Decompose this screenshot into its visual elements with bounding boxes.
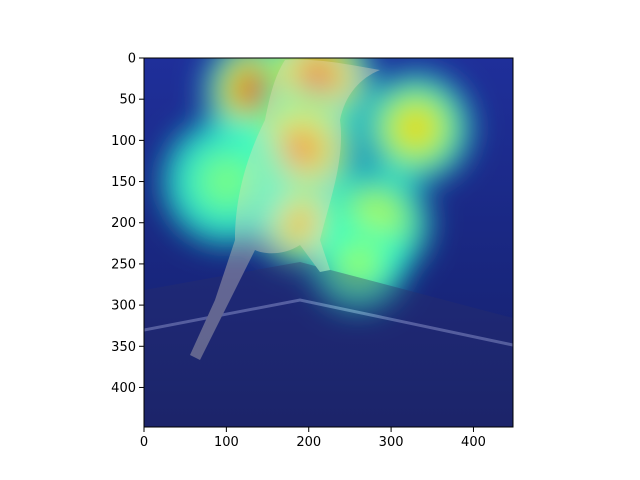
- x-tick-label: 100: [214, 435, 239, 450]
- y-tick-label: 150: [111, 175, 136, 190]
- y-tick-label: 50: [119, 93, 136, 108]
- y-tick-label: 200: [111, 216, 136, 231]
- heatmap-ring: [307, 68, 327, 89]
- y-axis: 0 50 100 150 200 250 300 350 400: [111, 52, 144, 396]
- plot-area: [144, 58, 513, 427]
- y-tick-label: 400: [111, 381, 136, 396]
- y-tick-label: 300: [111, 299, 136, 314]
- board-silhouette: [144, 262, 513, 427]
- x-tick-label: 0: [140, 435, 148, 450]
- heatmap-ring: [290, 138, 311, 159]
- y-tick-label: 100: [111, 134, 136, 149]
- heatmap-ring: [349, 255, 367, 273]
- x-tick-label: 300: [379, 435, 404, 450]
- heatmap-ring: [292, 215, 309, 231]
- photo-overlay: [144, 59, 513, 427]
- y-tick-label: 250: [111, 257, 136, 272]
- y-tick-label: 0: [128, 52, 136, 67]
- heatmap-hotspot: [358, 70, 474, 186]
- y-tick-label: 350: [111, 340, 136, 355]
- board-edge: [144, 298, 513, 347]
- heatmap-hotspot: [160, 115, 293, 248]
- bird-silhouette: [190, 59, 380, 361]
- heatmap-layer: [160, 58, 474, 314]
- x-tick-label: 400: [461, 435, 486, 450]
- heatmap-hotspot: [308, 214, 408, 314]
- heatmap-ring: [406, 118, 426, 138]
- x-axis: 0 100 200 300 400: [140, 427, 486, 450]
- x-tick-label: 200: [296, 435, 321, 450]
- heatmap-ring: [215, 170, 238, 193]
- axes-frame: [143, 57, 514, 428]
